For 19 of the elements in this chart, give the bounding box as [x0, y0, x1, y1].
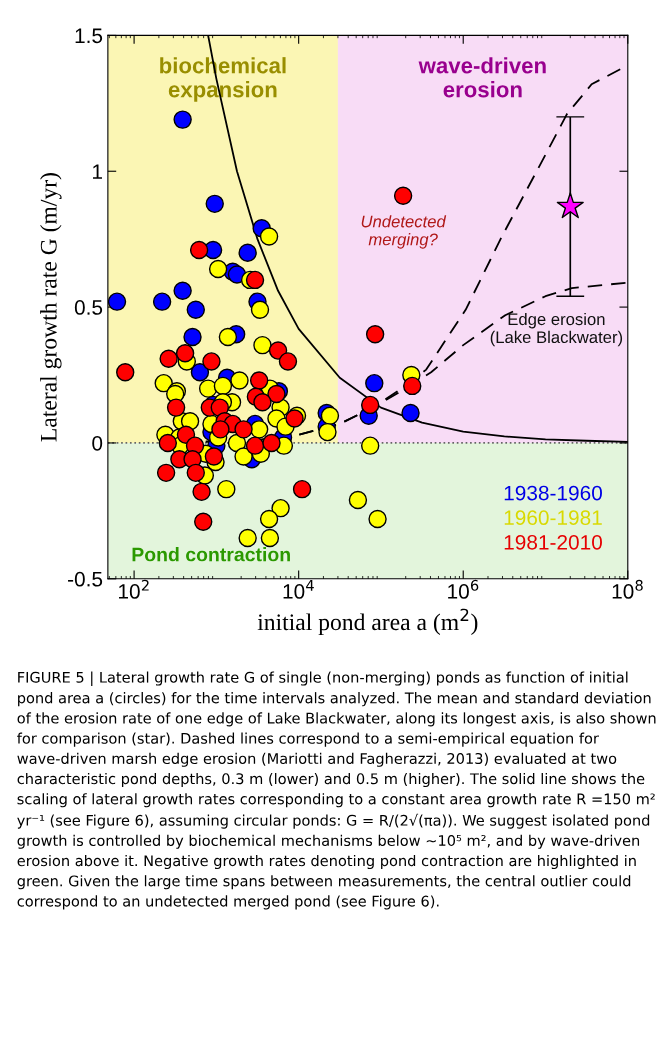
y-tick-label: -0.5: [68, 571, 103, 587]
band-label: Pond contraction: [132, 547, 290, 562]
x-tick-label: 10$^{2}$: [119, 579, 149, 599]
y-tick-label: 1.5: [75, 28, 103, 44]
text: FIGURE 5 | Lateral growth rate G of single (non-merging) ponds as function of initial pond area a (circles) for the time intervals analyzed. The mean and standard deviation of the erosion rate of one edge of Lake Blackwater, along its longest axis, is also shown for comparison (star). Dashed lines correspond to a semi-empirical equation for wave-driven marsh edge erosion (Mariotti and Fagherazzi, 2013) evaluated at two characteristic pond depths, 0.3 m (lower) and 0.5 m (higher). The solid line shows the scaling of lateral growth rates corresponding to a constant area growth rate R =150 m² yr⁻¹ (see Figure 6), assuming circular ponds: G = R/(2√(πa)). We suggest isolated pond growth is controlled by biochemical mechanisms below ∼10⁵ m², and by wave-driven erosion above it. Negative growth rates denoting pond contraction are highlighted in green. Given the large time spans between measurements, the central outlier could correspond to an undetected merged pond (see Figure 6).: [17, 671, 656, 910]
y-axis-title: Lateral growth rate G (m/yr): [40, 173, 62, 442]
annotation: Edge erosion (Lake Blackwater): [490, 312, 623, 347]
band-label: wave-driven erosion: [418, 57, 546, 98]
text: 1938-1960: [504, 485, 602, 501]
y-tick-label: 0.5: [74, 300, 103, 315]
text: 1981-2010: [504, 534, 602, 550]
text: 1960-1981: [504, 510, 602, 526]
y-tick-label: 0: [92, 435, 103, 451]
y-tick-label: 1: [93, 164, 102, 179]
x-axis-title: initial pond area a (m$^{2}$): [257, 608, 478, 635]
annotation: Undetected merging?: [361, 215, 447, 249]
x-tick-label: 10$^{8}$: [612, 579, 643, 599]
x-tick-label: 10$^{4}$: [283, 580, 314, 599]
x-tick-label: 10$^{6}$: [448, 579, 479, 599]
